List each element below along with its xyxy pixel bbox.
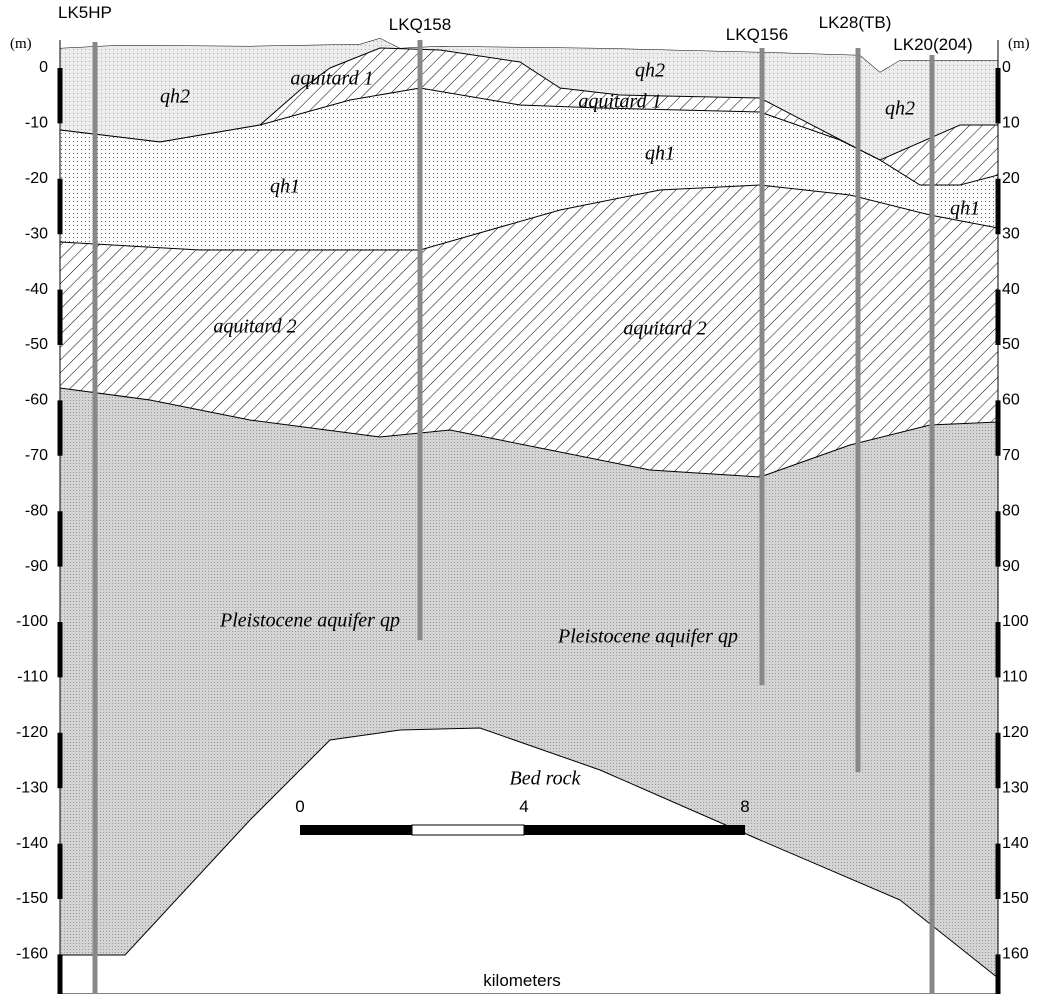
depth-label: -160 — [16, 946, 48, 963]
depth-label: 130 — [1002, 779, 1029, 796]
layer-label: qh2 — [160, 86, 190, 108]
wells — [92, 40, 935, 994]
well-label: LK28(TB) — [819, 13, 892, 32]
depth-label: 20 — [1002, 170, 1020, 187]
well-label: LK5HP — [58, 3, 112, 22]
depth-label: -120 — [16, 724, 48, 741]
depth-label: -150 — [16, 890, 48, 907]
depth-label: 40 — [1002, 281, 1020, 298]
depth-label: 50 — [1002, 336, 1020, 353]
well-label: LK20(204) — [893, 35, 972, 54]
well-label: LKQ158 — [389, 15, 451, 34]
depth-label: -30 — [25, 225, 48, 242]
scale-tick: 0 — [295, 797, 304, 816]
scale-bar — [300, 824, 745, 836]
layer-label: qh1 — [950, 198, 980, 220]
layer-label: Pleistocene aquifer qp — [219, 610, 400, 632]
layer-label: Bed rock — [510, 768, 582, 790]
depth-label: -20 — [25, 170, 48, 187]
depth-label: 90 — [1002, 558, 1020, 575]
depth-label: -110 — [17, 669, 48, 686]
depth-label: -60 — [25, 392, 48, 409]
layer-label: aquitard 1 — [578, 91, 661, 113]
depth-label: -130 — [16, 779, 48, 796]
scale-segment — [524, 825, 745, 835]
depth-label: 160 — [1002, 946, 1029, 963]
depth-label: -70 — [25, 447, 48, 464]
depth-label: 0 — [1002, 59, 1011, 76]
scale-segment — [411, 824, 525, 836]
depth-label: -10 — [25, 115, 48, 132]
layer-label: aquitard 2 — [623, 318, 706, 340]
depth-label: 70 — [1002, 447, 1020, 464]
depth-label: 120 — [1002, 724, 1029, 741]
depth-label: -40 — [25, 281, 48, 298]
layer-label: aquitard 2 — [213, 316, 296, 338]
layer-label: aquitard 1 — [290, 68, 373, 90]
axis-unit: (m) — [10, 36, 32, 52]
layer-label: qh2 — [635, 60, 665, 82]
depth-label: 10 — [1002, 115, 1020, 132]
scale-tick: 8 — [740, 797, 749, 816]
depth-label: -100 — [16, 613, 48, 630]
depth-label: 100 — [1002, 613, 1029, 630]
depth-label: 140 — [1002, 835, 1029, 852]
depth-label: 80 — [1002, 502, 1020, 519]
axis-unit: (m) — [1008, 36, 1030, 52]
layer-label: qh2 — [885, 98, 915, 120]
layer-label: Pleistocene aquifer qp — [557, 626, 738, 648]
depth-label: -50 — [25, 336, 48, 353]
scale-unit: kilometers — [483, 971, 560, 990]
depth-label: 150 — [1002, 890, 1029, 907]
scale-segment — [300, 825, 412, 835]
scale-tick: 4 — [519, 797, 528, 816]
layer-label: qh1 — [270, 176, 300, 198]
depth-label: 60 — [1002, 392, 1020, 409]
depth-label: 30 — [1002, 225, 1020, 242]
depth-label: 0 — [39, 59, 48, 76]
well-label: LKQ156 — [726, 25, 788, 44]
depth-label: -140 — [16, 835, 48, 852]
depth-label: 110 — [1002, 669, 1028, 686]
depth-label: -90 — [25, 558, 48, 575]
depth-label: -80 — [25, 502, 48, 519]
layer-label: qh1 — [645, 143, 675, 165]
bed-rock — [60, 727, 998, 994]
